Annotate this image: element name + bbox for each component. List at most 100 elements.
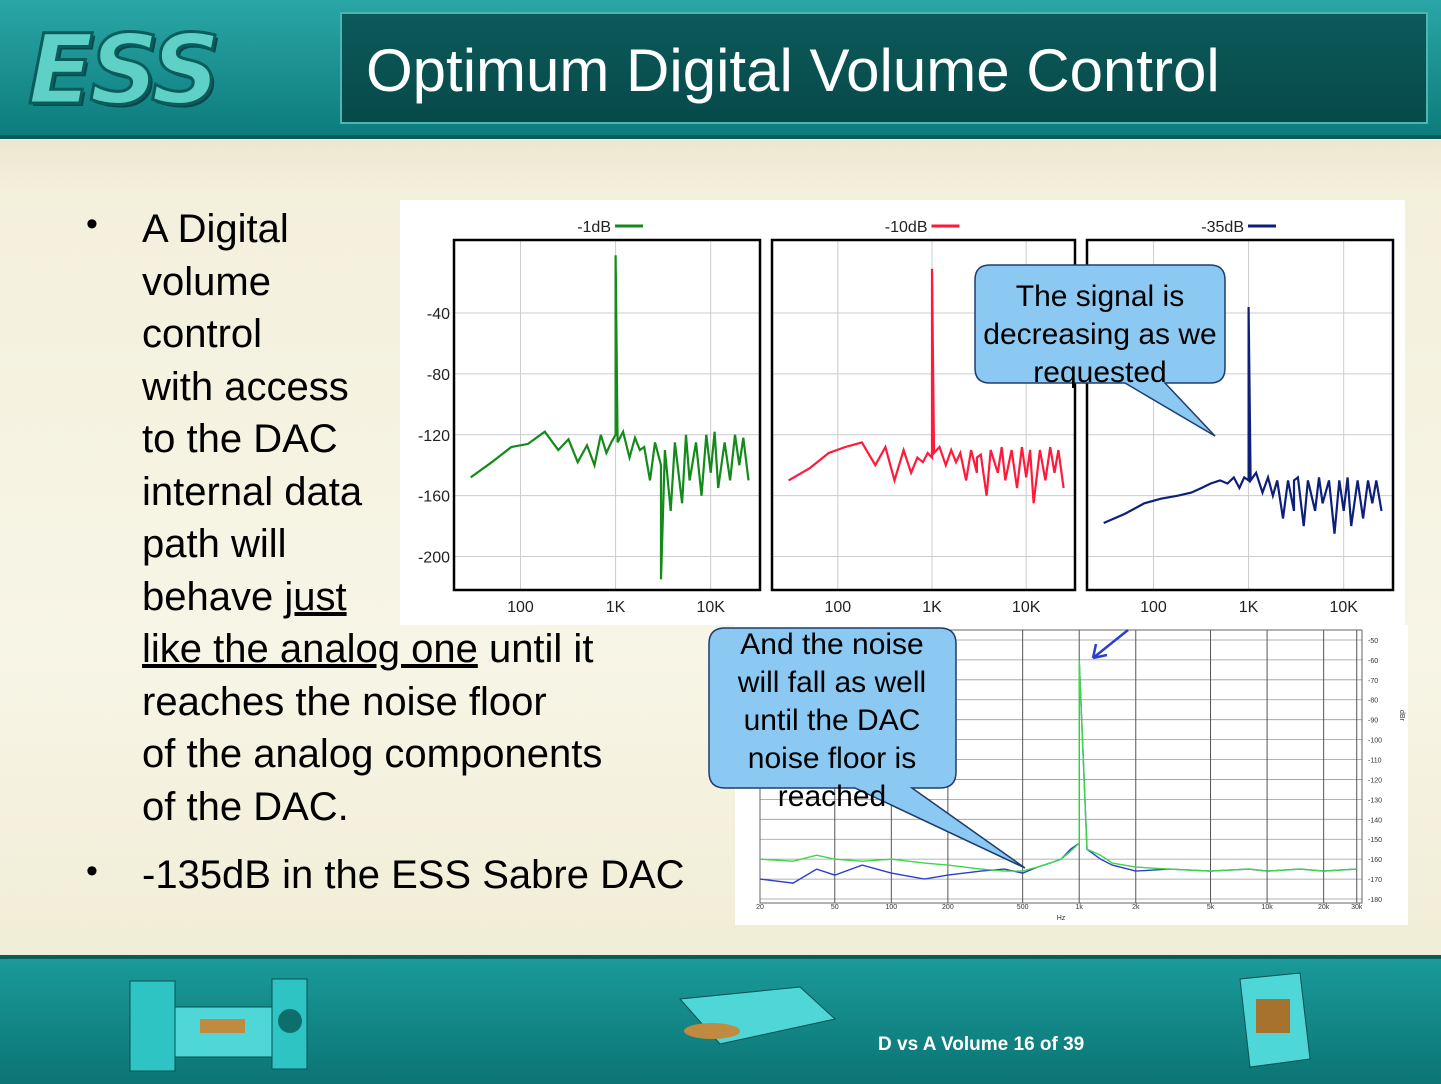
callout-bubble	[974, 264, 1226, 437]
speaker-cone	[278, 1009, 302, 1033]
stereo-display	[200, 1019, 245, 1033]
x-tick-label: 1k	[1076, 904, 1084, 911]
text-line: of the analog components	[142, 728, 602, 781]
text: -135dB in the ESS Sabre DAC	[142, 853, 685, 897]
text-line: like the analog one until it	[142, 623, 602, 676]
text-line: behave just	[142, 571, 602, 624]
text-line: control	[142, 308, 602, 361]
legend-label: -1dB	[577, 219, 611, 236]
x-tick-label: 5k	[1207, 904, 1215, 911]
text-line: path will	[142, 518, 602, 571]
x-tick-label: 10K	[1329, 599, 1358, 616]
text: behave	[142, 574, 285, 619]
title-box: Optimum Digital Volume Control	[340, 12, 1428, 124]
y-tick-label: -160	[1368, 857, 1382, 864]
text: internal data	[142, 469, 363, 514]
text: control	[142, 312, 263, 356]
text-line: volume	[142, 256, 602, 309]
text-line: to the DAC	[142, 413, 602, 466]
y-tick-label: -130	[1368, 797, 1382, 804]
arrow	[1091, 629, 1129, 660]
underlined-text: like the analog one	[142, 627, 478, 671]
bullet-text: -135dB in the ESS Sabre DAC	[142, 849, 685, 902]
x-tick-label: 20	[756, 904, 764, 911]
slide-number: D vs A Volume 16 of 39	[878, 1034, 1085, 1055]
x-tick-label: 10k	[1261, 904, 1273, 911]
plot-frame	[770, 238, 1077, 592]
text: until it	[477, 627, 594, 671]
y-tick-label: -180	[1368, 897, 1382, 904]
speaker-icon	[129, 980, 176, 1072]
device-screen	[1256, 999, 1290, 1033]
y-tick-label: -70	[1368, 678, 1378, 685]
disc-icon	[684, 1023, 740, 1039]
x-tick-label: 1K	[606, 599, 626, 616]
y-tick-label: -80	[427, 367, 450, 384]
callout-text: And the noise	[740, 628, 923, 661]
y-tick-label: -90	[1368, 718, 1378, 725]
callout-bubble	[708, 627, 1026, 869]
text: path will	[142, 522, 287, 566]
y-tick-label: -50	[1368, 638, 1378, 645]
bullet-marker: •	[86, 205, 98, 243]
text-line: of the DAC.	[142, 781, 602, 834]
data-line	[759, 659, 1357, 872]
x-tick-label: 100	[885, 904, 897, 911]
plot-frame	[1085, 238, 1395, 592]
text: volume	[142, 259, 271, 304]
x-tick-label: 2k	[1132, 904, 1140, 911]
y-axis-label: dBr	[1398, 710, 1405, 722]
text-line: reaches the noise floor	[142, 676, 602, 729]
text: with access	[142, 364, 349, 409]
callout-text: The signal is	[1016, 280, 1184, 313]
y-tick-label: -60	[1368, 658, 1378, 665]
underlined-text: just	[284, 574, 347, 619]
x-tick-label: 20k	[1318, 904, 1330, 911]
footer-icons	[129, 972, 1311, 1072]
chart-background	[400, 200, 1405, 625]
logo: ESS	[26, 13, 221, 128]
footer-band: D vs A Volume 16 of 39	[0, 955, 1441, 1084]
x-tick-label: 1K	[922, 599, 942, 616]
x-tick-label: 10K	[696, 599, 725, 616]
bullet-marker: •	[86, 852, 98, 890]
y-tick-label: -150	[1368, 837, 1382, 844]
y-tick-label: -120	[418, 428, 450, 445]
legend-label: -35dB	[1201, 219, 1244, 236]
legend-label: -10dB	[885, 219, 928, 236]
text-line: A Digital	[142, 203, 602, 256]
x-tick-label: 100	[824, 599, 851, 616]
callout-text: until the DAC	[744, 704, 921, 737]
y-tick-label: -100	[1368, 738, 1382, 745]
text: of the DAC.	[142, 784, 349, 829]
y-tick-label: -80	[1368, 698, 1378, 705]
plot-frame	[452, 238, 762, 592]
callout-text: will fall as well	[737, 666, 926, 699]
callout-text: requested	[1033, 356, 1166, 389]
data-line	[788, 268, 1065, 504]
text: of the analog components	[142, 732, 603, 776]
text: A Digital	[142, 207, 289, 251]
x-tick-label: 200	[942, 904, 954, 911]
x-tick-label: 100	[1140, 599, 1167, 616]
bullet-text: A Digital volume control with access to the …	[142, 203, 602, 833]
x-tick-label: 1K	[1239, 599, 1259, 616]
y-tick-label: -40	[427, 306, 450, 323]
y-tick-label: -160	[418, 489, 450, 506]
y-tick-label: -120	[1368, 777, 1382, 784]
text-line: internal data	[142, 466, 602, 519]
x-tick-label: 10K	[1012, 599, 1041, 616]
x-tick-label: 100	[507, 599, 534, 616]
text-line: -135dB in the ESS Sabre DAC	[142, 849, 685, 902]
y-tick-label: -110	[1368, 758, 1382, 765]
y-tick-label: -170	[1368, 877, 1382, 884]
x-tick-label: 50	[831, 904, 839, 911]
x-axis-label: Hz	[1057, 915, 1066, 922]
callout-text: decreasing as we	[983, 318, 1216, 351]
x-tick-label: 30k	[1351, 904, 1363, 911]
data-line	[470, 255, 750, 580]
x-tick-label: 500	[1017, 904, 1029, 911]
y-tick-label: -200	[418, 550, 450, 567]
data-line	[1103, 306, 1383, 534]
